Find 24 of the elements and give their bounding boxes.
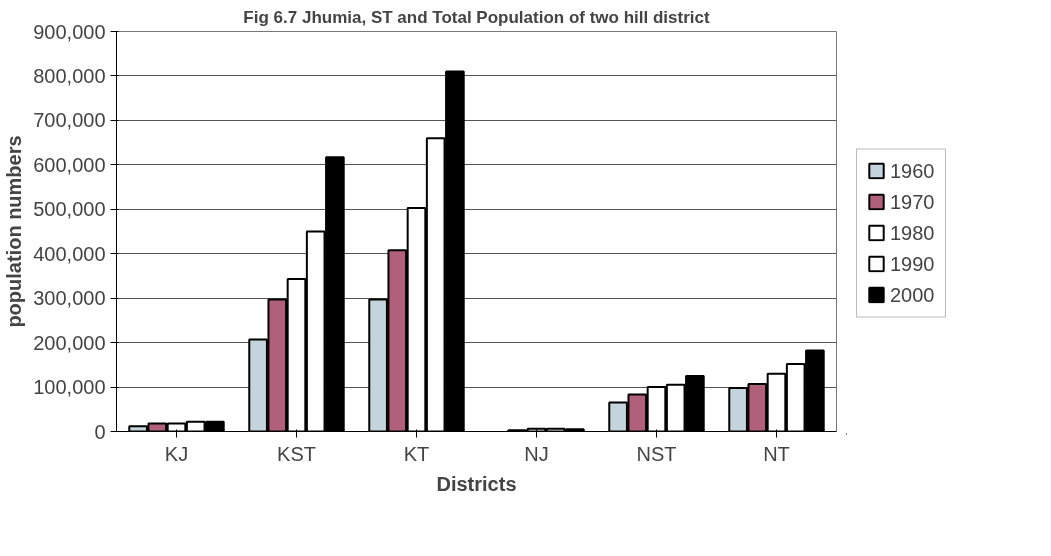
- chart-title: Fig 6.7 Jhumia, ST and Total Population of two hill district: [243, 7, 710, 27]
- x-tick-label: KT: [403, 442, 430, 465]
- y-tick-label: 500,000: [33, 198, 106, 221]
- y-tick-label: 800,000: [33, 64, 106, 87]
- y-tick-label: 400,000: [33, 242, 106, 265]
- y-tick-label: 600,000: [33, 153, 106, 176]
- x-tick-label: NJ: [524, 442, 549, 465]
- x-tick-label: KJ: [164, 442, 189, 465]
- legend-label: 1970: [890, 190, 935, 213]
- y-axis-title: population numbers: [3, 135, 26, 328]
- x-axis-title: Districts: [436, 472, 517, 495]
- legend-label: 2000: [890, 283, 935, 306]
- x-tick-label: NT: [763, 442, 790, 465]
- y-tick-label: 300,000: [33, 287, 106, 310]
- y-tick-label: 200,000: [33, 331, 106, 354]
- y-tick-label: 700,000: [33, 109, 106, 132]
- legend-label: 1990: [890, 252, 935, 275]
- legend-label: 1980: [890, 221, 935, 244]
- y-tick-label: 900,000: [33, 20, 106, 43]
- x-tick-label: NST: [636, 442, 677, 465]
- legend-label: 1960: [890, 159, 935, 182]
- y-tick-label: 0: [94, 420, 106, 443]
- x-tick-label: KST: [277, 442, 316, 465]
- y-tick-label: 100,000: [33, 376, 106, 399]
